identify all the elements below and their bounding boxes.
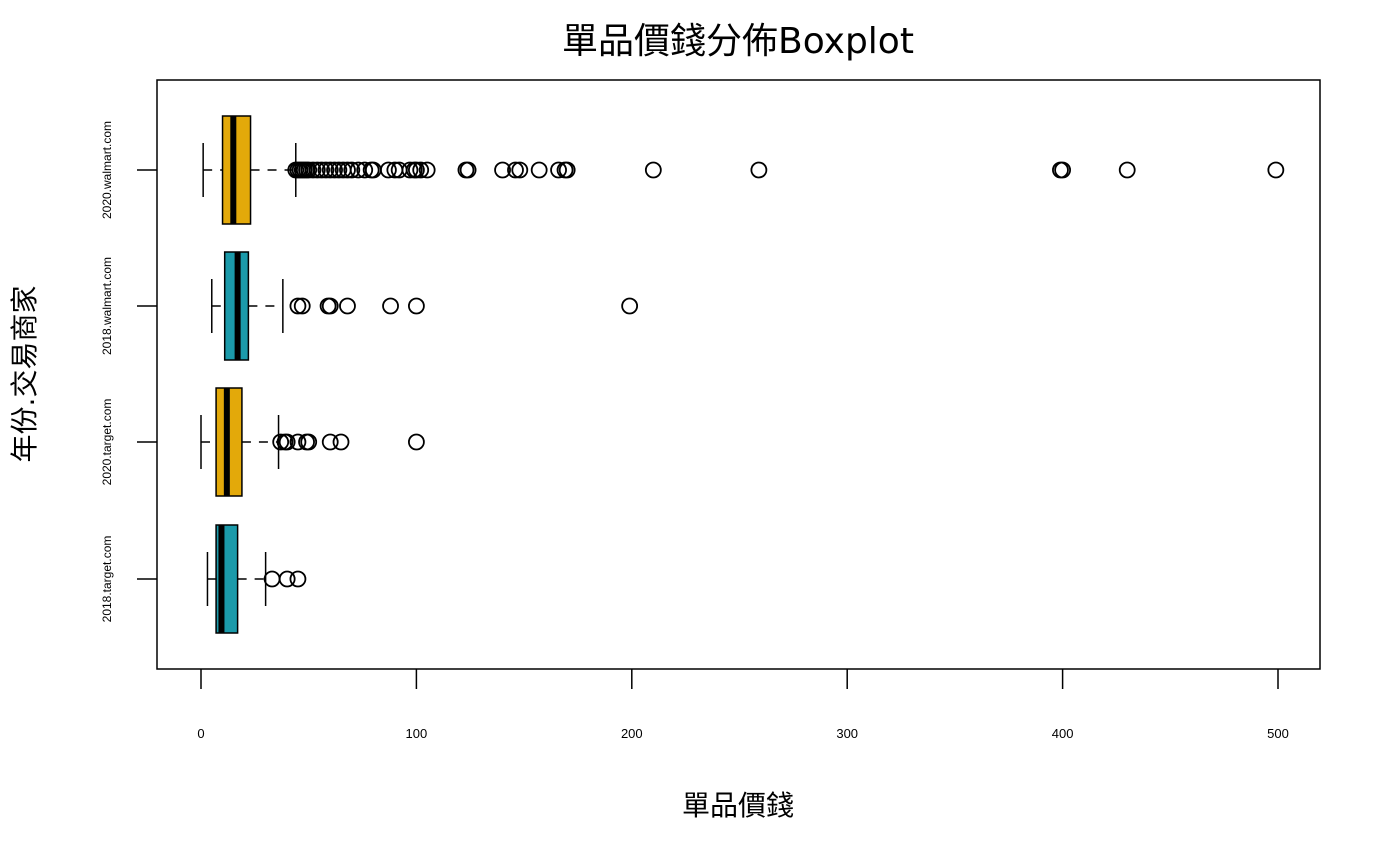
- chart-title: 單品價錢分佈Boxplot: [562, 21, 914, 62]
- outlier-point: [1267, 161, 1285, 179]
- outlier-point: [278, 433, 296, 451]
- plot-frame: [156, 79, 1321, 670]
- box-2018.walmart.com: [211, 251, 639, 361]
- x-tick-label: 400: [1052, 726, 1074, 741]
- outlier-point: [750, 161, 768, 179]
- x-tick-label: 0: [197, 726, 204, 741]
- outlier-point: [494, 161, 511, 179]
- outlier-point: [263, 570, 281, 588]
- outlier-point: [459, 161, 477, 179]
- x-tick-label: 200: [621, 726, 643, 741]
- box-iqr: [221, 115, 252, 225]
- outlier-point: [326, 161, 343, 179]
- outlier-point: [550, 161, 567, 179]
- outlier-point: [558, 161, 576, 179]
- y-tick-label: 2020.target.com: [100, 399, 114, 486]
- outlier-point: [407, 161, 425, 179]
- outlier-point: [321, 297, 339, 315]
- outlier-point: [332, 433, 350, 451]
- outlier-point: [382, 297, 399, 315]
- outlier-point: [330, 161, 348, 179]
- outlier-point: [412, 161, 430, 179]
- outlier-point: [289, 297, 307, 315]
- box-2020.target.com: [200, 387, 425, 497]
- outlier-point: [379, 161, 397, 179]
- outlier-point: [300, 433, 318, 451]
- outlier-point: [272, 433, 290, 451]
- outlier-point: [530, 161, 548, 179]
- box-2020.walmart.com: [202, 115, 1285, 225]
- outlier-point: [511, 161, 529, 179]
- outlier-point: [293, 297, 311, 315]
- outlier-point: [1054, 161, 1071, 179]
- boxes-layer: [200, 115, 1285, 634]
- outlier-point: [644, 161, 662, 179]
- outlier-point: [343, 161, 361, 179]
- outlier-point: [313, 161, 331, 179]
- outlier-point: [407, 433, 425, 451]
- x-axis: 0 100 200 300 400 500: [197, 669, 1289, 741]
- outlier-point: [321, 433, 339, 451]
- outlier-point: [304, 161, 322, 179]
- y-tick-label: 2018.walmart.com: [100, 257, 114, 355]
- outlier-point: [1118, 161, 1136, 179]
- outlier-point: [339, 161, 356, 179]
- outlier-point: [339, 297, 356, 315]
- outlier-point: [407, 297, 425, 315]
- outlier-point: [401, 161, 419, 179]
- y-axis: 2018.target.com 2020.target.com 2018.walma…: [100, 121, 157, 622]
- outlier-point: [418, 161, 436, 179]
- box-2018.target.com: [206, 524, 307, 634]
- x-axis-label: 單品價錢: [682, 789, 794, 822]
- outlier-point: [300, 161, 318, 179]
- x-tick-label: 500: [1267, 726, 1289, 741]
- outlier-point: [321, 161, 339, 179]
- outlier-point: [289, 433, 307, 451]
- y-tick-label: 2018.target.com: [100, 536, 114, 623]
- outlier-point: [278, 570, 296, 588]
- outlier-point: [289, 570, 307, 588]
- x-tick-label: 300: [836, 726, 858, 741]
- outlier-point: [356, 161, 374, 179]
- x-tick-label: 100: [406, 726, 428, 741]
- outlier-point: [317, 161, 335, 179]
- outlier-point: [621, 297, 639, 315]
- outlier-point: [308, 161, 326, 179]
- y-axis-label: 年份.交易商家: [8, 286, 41, 463]
- outlier-point: [507, 161, 524, 179]
- y-tick-label: 2020.walmart.com: [100, 121, 114, 219]
